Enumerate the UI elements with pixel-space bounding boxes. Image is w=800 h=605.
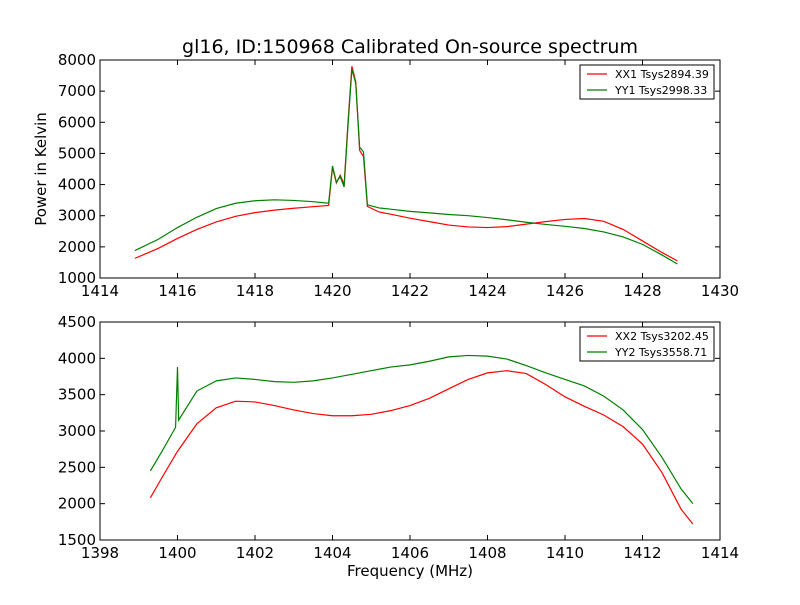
y-tick-label: 5000 [58,144,96,162]
x-tick-label: 1414 [81,282,119,300]
legend: XX2 Tsys3202.45 YY2 Tsys3558.71 [579,326,715,362]
legend-box [579,64,715,100]
x-tick-label: 1404 [313,544,351,562]
x-tick-label: 1418 [236,282,274,300]
y-tick-label: 2000 [58,495,96,513]
x-tick-label: 1428 [623,282,661,300]
y-axis-label: Power in Kelvin [32,112,50,226]
legend-box [579,326,715,362]
y-tick-label: 4000 [58,176,96,194]
x-tick-label: 1430 [701,282,739,300]
panel-2: 1398 1400 1402 1404 1406 1408 1410 1412 1414 1500… [58,313,739,580]
legend: XX1 Tsys2894.39 YY1 Tsys2998.33 [579,64,715,100]
y-tick-label: 1000 [58,269,96,287]
y-tick-label: 6000 [58,113,96,131]
series-line-2-1 [149,370,694,525]
y-tick-label: 3000 [58,422,96,440]
legend-label: XX1 Tsys2894.39 [615,68,709,81]
x-tick-label: 1398 [81,544,119,562]
x-tick-label: 1402 [236,544,274,562]
x-tick-label: 1416 [158,282,196,300]
y-tick-label: 7000 [58,82,96,100]
legend-label: YY2 Tsys3558.71 [614,346,707,359]
x-tick-label: 1414 [701,544,739,562]
series-line-1-2 [134,69,678,265]
y-tick-label: 2500 [58,458,96,476]
y-tick-label: 2000 [58,238,96,256]
series-line-1-1 [134,66,678,262]
x-tick-label: 1412 [623,544,661,562]
y-tick-label: 1500 [58,531,96,549]
y-tick-label: 3500 [58,386,96,404]
y-tick-label: 4500 [58,313,96,331]
y-tick-label: 3000 [58,207,96,225]
x-tick-label: 1406 [391,544,429,562]
x-tick-label: 1420 [313,282,351,300]
x-tick-label: 1422 [391,282,429,300]
x-tick-label: 1424 [468,282,506,300]
x-tick-label: 1426 [546,282,584,300]
x-tick-label: 1408 [468,544,506,562]
legend-label: YY1 Tsys2998.33 [614,84,707,97]
legend-label: XX2 Tsys3202.45 [615,330,709,343]
y-tick-label: 4000 [58,349,96,367]
panel-1: 1414 1416 1418 1420 1422 1424 1426 1428 1430 1000… [32,51,739,300]
x-tick-label: 1400 [158,544,196,562]
x-tick-label: 1410 [546,544,584,562]
y-tick-label: 8000 [58,51,96,69]
x-axis-label: Frequency (MHz) [347,562,473,580]
chart-title: gl16, ID:150968 Calibrated On-source spe… [182,36,638,58]
series-line-2-2 [149,354,694,505]
